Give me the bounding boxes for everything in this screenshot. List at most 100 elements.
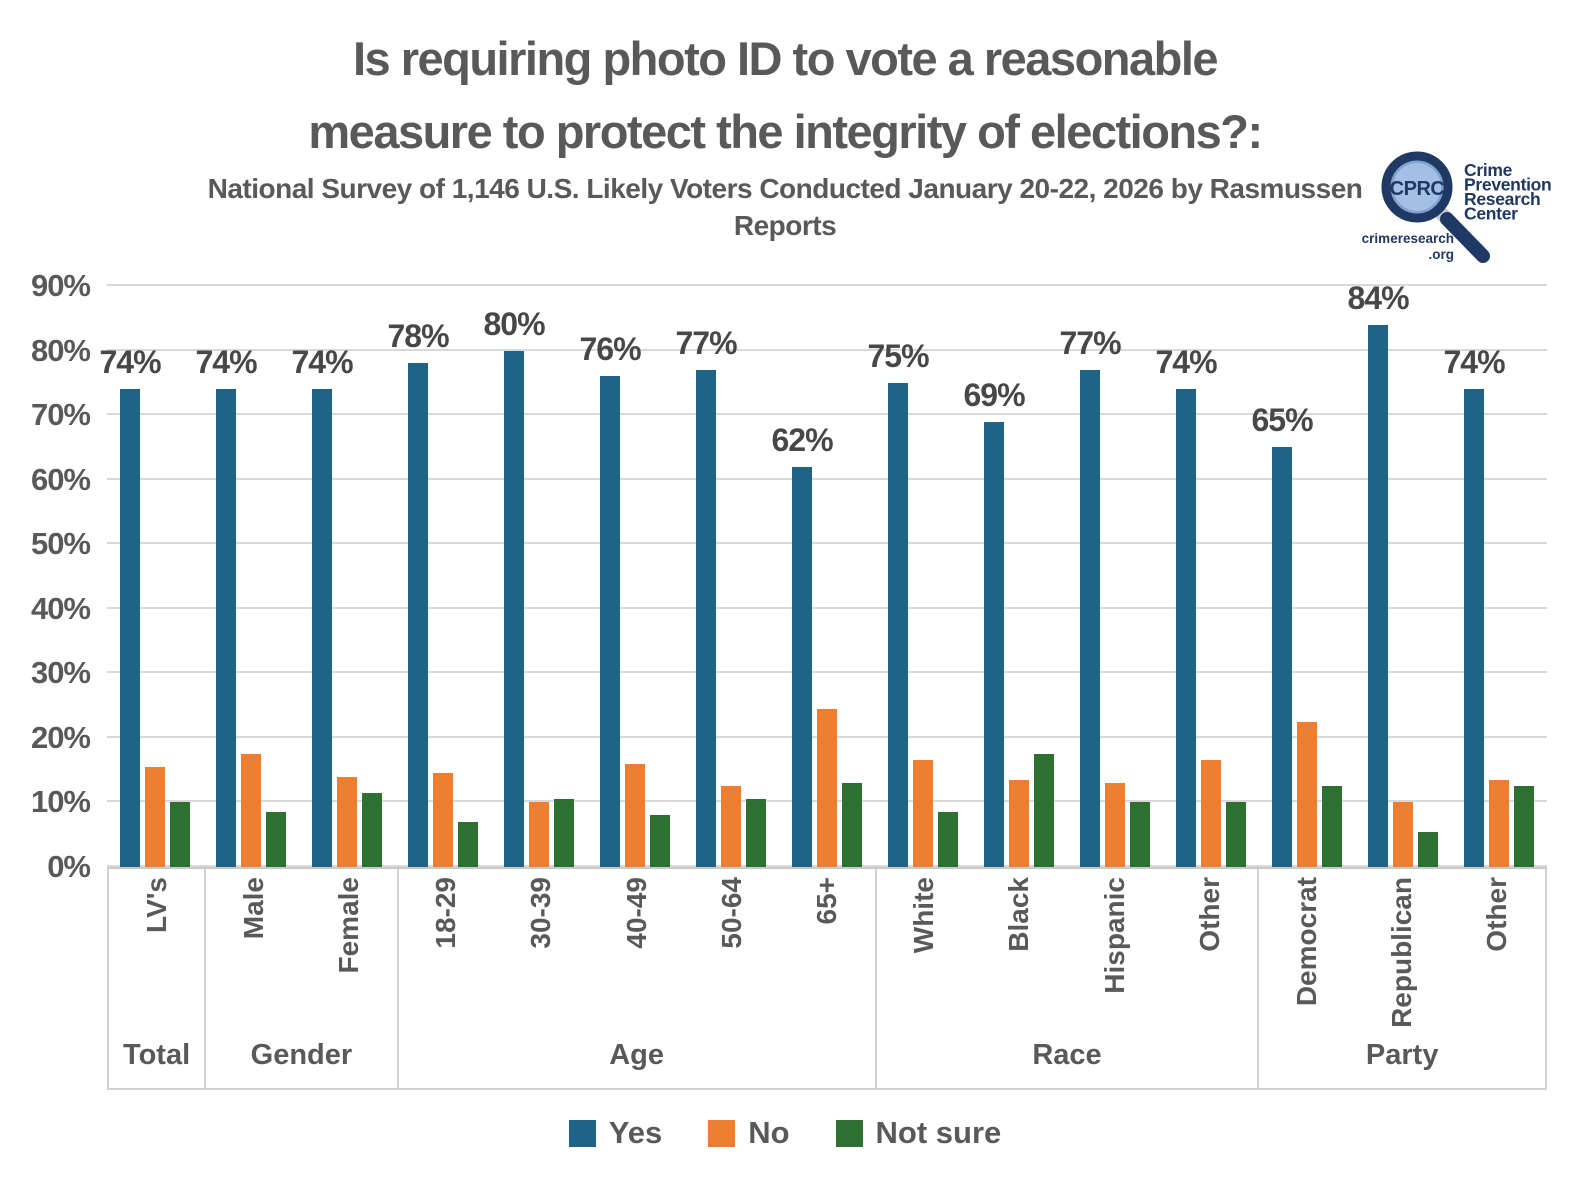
category-label-row: Male Female bbox=[206, 869, 396, 1033]
chart-title-line2: measure to protect the integrity of elec… bbox=[308, 105, 1263, 158]
category-label-cell: 65+ bbox=[779, 869, 874, 1033]
bar-yes: 75% bbox=[867, 338, 930, 867]
group-name: Total bbox=[123, 1039, 191, 1072]
bar-yes: 65% bbox=[1251, 402, 1314, 867]
bar-not-sure bbox=[1418, 831, 1438, 867]
category-slot: 74% bbox=[99, 286, 203, 867]
group-name: Gender bbox=[250, 1039, 353, 1072]
category-label-cell: Hispanic bbox=[1067, 869, 1162, 1033]
data-label: 77% bbox=[675, 324, 737, 361]
category-slot: 77% bbox=[675, 286, 779, 867]
y-axis-tick-label: 70% bbox=[30, 397, 91, 433]
legend-item: Yes bbox=[568, 1115, 662, 1151]
bar-no bbox=[145, 766, 165, 867]
group-name: Race bbox=[1032, 1039, 1102, 1072]
gridline bbox=[107, 348, 1547, 351]
bar-yes: 77% bbox=[675, 325, 738, 867]
category-slot: 78% bbox=[387, 286, 491, 867]
logo-name-line2: Prevention bbox=[1464, 175, 1551, 195]
y-axis-tick-label: 40% bbox=[30, 590, 91, 626]
category-label: LV's bbox=[140, 877, 172, 933]
data-label: 69% bbox=[963, 376, 1025, 413]
category-label-cell: 30-39 bbox=[494, 869, 589, 1033]
cprc-logo: Crime Prevention Research Center CPRC cr… bbox=[1348, 136, 1568, 282]
bar-no bbox=[529, 802, 549, 867]
y-axis-tick-label: 0% bbox=[47, 849, 91, 884]
category-label-row: White Black Hispanic Other bbox=[877, 869, 1258, 1033]
data-label: 84% bbox=[1347, 279, 1409, 316]
gridline bbox=[107, 671, 1547, 674]
bar-yes: 84% bbox=[1347, 280, 1410, 867]
category-slot: 74% bbox=[291, 286, 395, 867]
chart-title: Is requiring photo ID to vote a reasonab… bbox=[0, 22, 1570, 168]
gridline bbox=[107, 542, 1547, 545]
magnifying-glass-icon: CPRC bbox=[1381, 151, 1490, 263]
y-axis-tick-label: 50% bbox=[30, 526, 91, 562]
bar-yes: 78% bbox=[387, 318, 450, 867]
category-label-cell: Democrat bbox=[1259, 869, 1354, 1033]
category-label: Democrat bbox=[1291, 877, 1322, 1007]
bar-not-sure bbox=[170, 802, 190, 867]
category-label-cell: LV's bbox=[109, 869, 204, 1033]
data-label: 77% bbox=[1059, 324, 1121, 361]
bar-yes: 74% bbox=[99, 344, 162, 867]
bar-no bbox=[913, 760, 933, 867]
category-label: 65+ bbox=[811, 877, 843, 925]
y-axis-tick-label: 80% bbox=[30, 332, 91, 368]
legend-item: No bbox=[708, 1115, 790, 1151]
category-label-cell: Other bbox=[1450, 869, 1545, 1033]
bar-not-sure bbox=[1226, 802, 1246, 867]
bar-no bbox=[1105, 783, 1125, 867]
legend: Yes No Not sure bbox=[0, 1115, 1570, 1151]
bars-container: 74% 74% 74% 78% 80% 76% 77% 62% 75% 69% 77% 74% 65% 8… bbox=[99, 280, 1547, 867]
category-label-cell: Other bbox=[1162, 869, 1257, 1033]
data-label: 74% bbox=[1155, 344, 1217, 381]
category-label: 40-49 bbox=[620, 877, 652, 949]
legend-swatch bbox=[568, 1119, 596, 1147]
gridline bbox=[107, 606, 1547, 609]
gridline bbox=[107, 413, 1547, 416]
category-label-cell: 40-49 bbox=[589, 869, 684, 1033]
bar-not-sure bbox=[938, 812, 958, 867]
y-axis-tick-label: 10% bbox=[30, 784, 91, 820]
data-label: 76% bbox=[579, 331, 641, 368]
group-name: Age bbox=[609, 1039, 664, 1072]
category-label: Female bbox=[333, 877, 364, 974]
category-label-row: 18-29 30-39 40-49 50-64 65+ bbox=[399, 869, 875, 1033]
category-slot: 75% bbox=[867, 286, 971, 867]
bar-not-sure bbox=[554, 799, 574, 867]
bar-not-sure bbox=[650, 815, 670, 867]
data-label: 74% bbox=[1443, 344, 1505, 381]
category-slot: 77% bbox=[1059, 286, 1163, 867]
gridline bbox=[107, 477, 1547, 480]
category-label: 30-39 bbox=[525, 877, 557, 949]
bar-yes: 76% bbox=[579, 331, 642, 867]
bar-not-sure bbox=[842, 783, 862, 867]
data-label: 65% bbox=[1251, 402, 1313, 439]
logo-name-line1: Crime bbox=[1464, 160, 1513, 180]
category-label: Hispanic bbox=[1098, 877, 1130, 994]
gridline bbox=[107, 284, 1547, 286]
bar-not-sure bbox=[362, 792, 382, 867]
bar-yes: 77% bbox=[1059, 325, 1122, 867]
bar-no bbox=[1297, 721, 1317, 867]
y-axis: 0% 10% 20% 30% 40% 50% 60% 70% 80% 90% bbox=[0, 268, 96, 884]
y-axis-tick-label: 20% bbox=[30, 719, 91, 755]
bar-not-sure bbox=[1322, 786, 1342, 867]
legend-swatch bbox=[835, 1119, 863, 1147]
bar-no bbox=[721, 786, 741, 867]
bar-yes: 74% bbox=[291, 344, 354, 867]
group-column: White Black Hispanic Other Race bbox=[877, 869, 1260, 1088]
chart-subtitle-line2: Reports bbox=[733, 210, 837, 241]
legend-label: No bbox=[748, 1115, 790, 1150]
logo-url-line2: .org bbox=[1429, 247, 1455, 262]
bar-yes: 74% bbox=[1443, 344, 1506, 867]
category-label-cell: 50-64 bbox=[684, 869, 779, 1033]
chart-subtitle-line1: National Survey of 1,146 U.S. Likely Vot… bbox=[207, 173, 1363, 204]
legend-item: Not sure bbox=[835, 1115, 1001, 1151]
category-label: Black bbox=[1003, 877, 1035, 952]
data-label: 62% bbox=[771, 421, 833, 458]
group-column: Male Female Gender bbox=[206, 869, 399, 1088]
category-slot: 80% bbox=[483, 286, 587, 867]
